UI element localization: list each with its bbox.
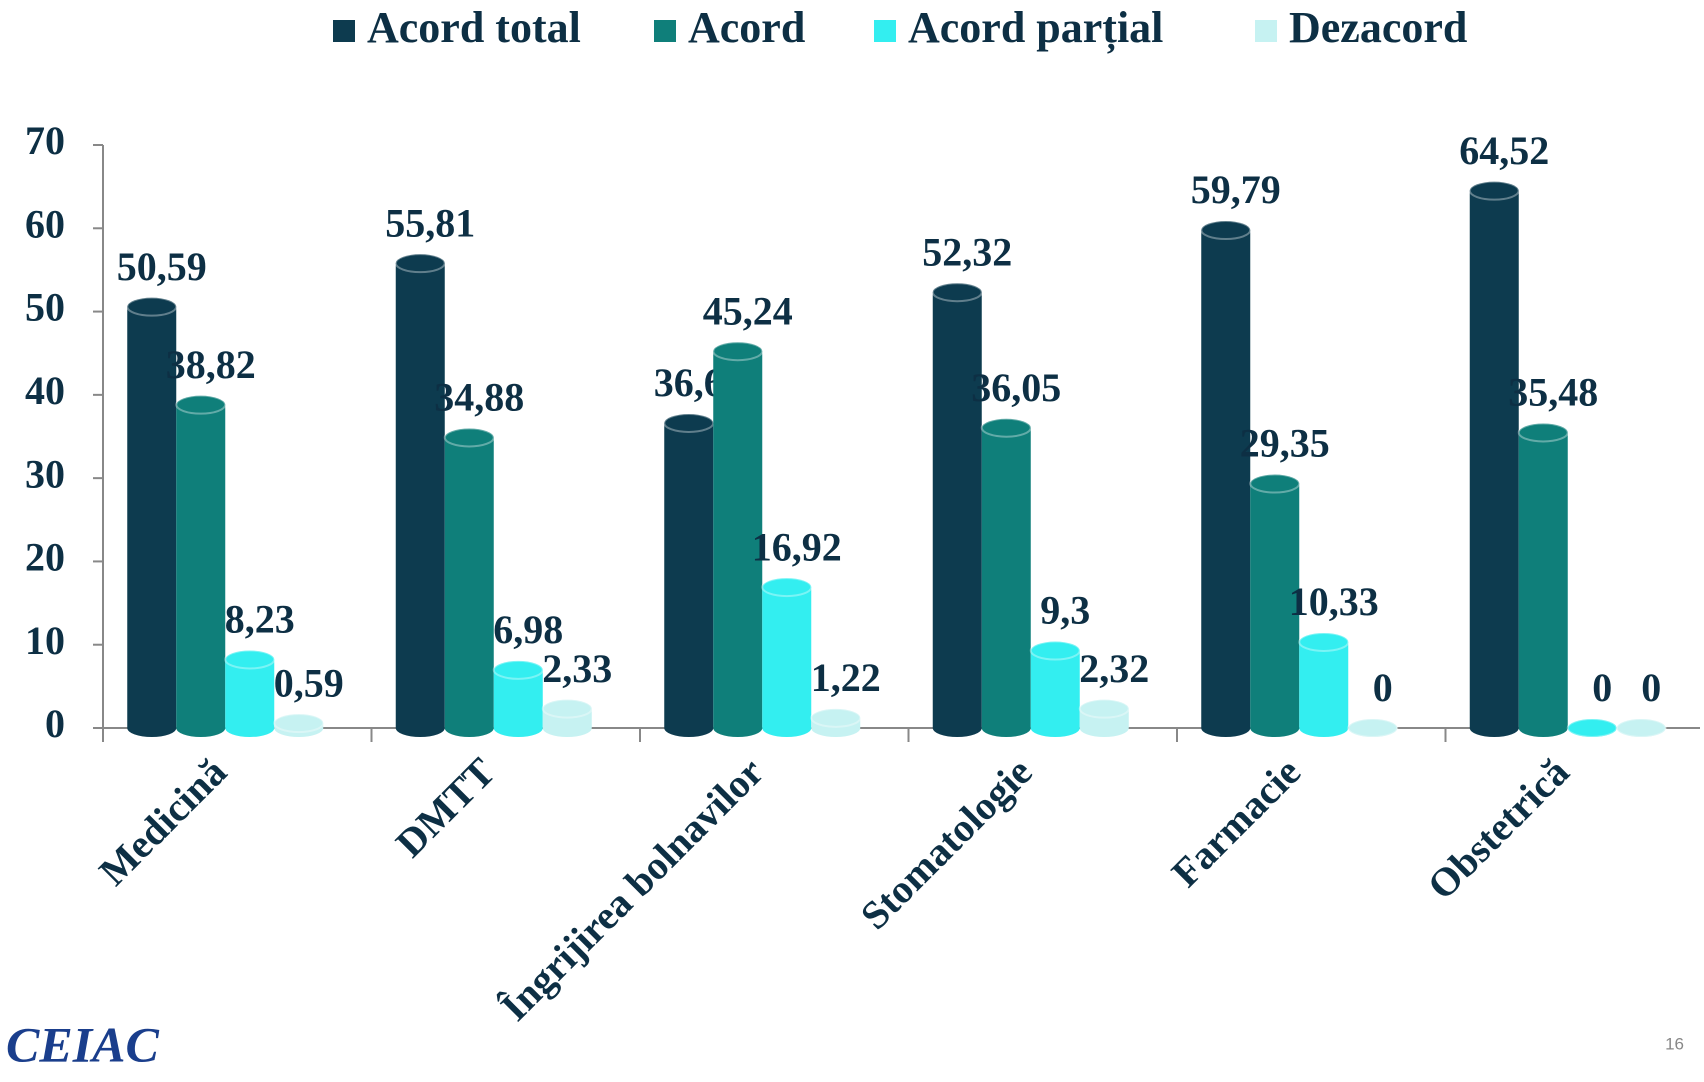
bar [1518, 432, 1568, 738]
value-label: 0,59 [274, 660, 344, 705]
value-label: 0 [1592, 665, 1612, 710]
bar-top [663, 413, 715, 434]
value-label: 1,22 [811, 655, 881, 700]
logo: CEIAC [6, 1016, 160, 1072]
bar-top [394, 253, 446, 274]
bar-top [761, 577, 813, 598]
value-label: 0 [1641, 665, 1661, 710]
bar [981, 427, 1031, 738]
bar [1201, 230, 1251, 738]
y-tick-label: 20 [25, 535, 65, 580]
value-label: 6,98 [493, 607, 563, 652]
bar-top [931, 282, 983, 303]
value-label: 45,24 [703, 288, 793, 333]
bar-top [1078, 698, 1130, 719]
bar-top [1200, 220, 1252, 241]
bar [444, 437, 494, 738]
bar [127, 306, 177, 738]
bar [1469, 190, 1519, 738]
bar [713, 351, 763, 738]
bar-top [126, 296, 178, 317]
value-label: 9,3 [1040, 588, 1090, 633]
bar-top [224, 649, 276, 670]
value-label: 52,32 [922, 229, 1012, 274]
value-label: 34,88 [434, 375, 524, 420]
bar [1030, 650, 1080, 738]
bar-top [175, 394, 227, 415]
legend-label: Acord parțial [908, 3, 1163, 53]
y-tick-label: 0 [45, 701, 65, 746]
legend-swatch [1255, 20, 1277, 42]
bar-top [1615, 718, 1667, 738]
bar [1250, 483, 1300, 738]
bar [225, 659, 275, 738]
bar [395, 263, 445, 738]
value-label: 0 [1373, 665, 1393, 710]
bar [762, 587, 812, 738]
x-tick-label: Medicină [90, 749, 235, 894]
bar-top [1566, 718, 1618, 738]
value-label: 55,81 [385, 200, 475, 245]
bar-top [541, 698, 593, 719]
y-tick-label: 50 [25, 285, 65, 330]
bar-top [273, 713, 325, 734]
bar-top [1249, 473, 1301, 494]
bar-top [1517, 422, 1569, 443]
x-tick-label: Îngrijirea bolnavilor [492, 749, 772, 1029]
value-label: 36,05 [971, 365, 1061, 410]
value-label: 64,52 [1459, 128, 1549, 173]
bar-top [443, 427, 495, 448]
legend-swatch [333, 20, 355, 42]
y-tick-label: 40 [25, 368, 65, 413]
value-label: 59,79 [1191, 167, 1281, 212]
bar-top [980, 417, 1032, 438]
y-tick-label: 60 [25, 201, 65, 246]
bar-top [810, 707, 862, 728]
x-tick-label: DMTT [387, 749, 504, 866]
bar [664, 423, 714, 738]
y-tick-label: 30 [25, 451, 65, 496]
value-label: 50,59 [117, 244, 207, 289]
value-label: 16,92 [752, 524, 842, 569]
legend-label: Acord [688, 3, 805, 52]
bar-top [492, 659, 544, 680]
bar-top [1347, 718, 1399, 738]
legend-swatch [874, 20, 896, 42]
value-label: 2,33 [542, 646, 612, 691]
legend-label: Acord total [367, 3, 581, 52]
bar [1299, 641, 1349, 738]
value-label: 29,35 [1240, 421, 1330, 466]
bar [932, 292, 982, 738]
bar-top [1298, 631, 1350, 652]
bar-top [712, 341, 764, 362]
legend-swatch [654, 20, 676, 42]
value-label: 35,48 [1508, 370, 1598, 415]
bar [493, 669, 543, 738]
x-tick-label: Farmacie [1163, 749, 1309, 895]
legend-label: Dezacord [1289, 3, 1467, 52]
bar-top [1468, 180, 1520, 201]
x-tick-label: Stomatologie [852, 749, 1041, 938]
page-number: 16 [1665, 1034, 1684, 1053]
x-tick-label: Obstetrică [1419, 749, 1578, 908]
y-tick-label: 10 [25, 618, 65, 663]
bar-top [1029, 640, 1081, 661]
value-label: 2,32 [1079, 646, 1149, 691]
value-label: 10,33 [1289, 579, 1379, 624]
value-label: 8,23 [225, 597, 295, 642]
y-tick-label: 70 [25, 118, 65, 163]
value-label: 38,82 [166, 342, 256, 387]
bar [176, 404, 226, 738]
